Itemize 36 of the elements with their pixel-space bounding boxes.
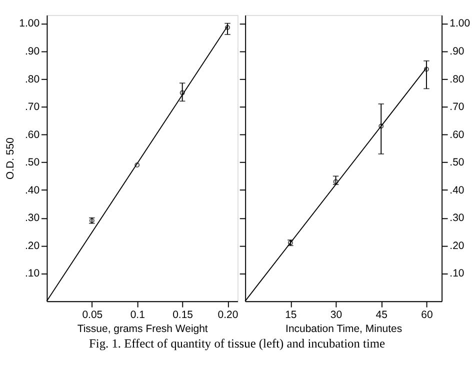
caption: Fig. 1. Effect of quantity of tissue (left) and incubation time (88, 336, 386, 350)
y-tick-label: .70 (450, 102, 464, 114)
y-tick-label: .90 (25, 46, 40, 58)
x-tick-label: 30 (330, 310, 342, 321)
y-tick-label: .60 (25, 130, 40, 141)
x-tick-label: 60 (421, 310, 433, 321)
x-tick-label: 0.1 (130, 310, 146, 321)
point (134, 162, 140, 168)
y-tick-label: .30 (25, 213, 40, 224)
y-tick-label: .70 (25, 102, 40, 114)
y-tick-label: .20 (450, 240, 464, 252)
x-tick-label: 45 (376, 310, 388, 321)
y-tick-label: .40 (450, 185, 464, 196)
y-tick-label: 1.00 (450, 18, 470, 30)
point (333, 179, 338, 184)
y-tick-label: .10 (450, 268, 464, 280)
x-tick-label: 0.20 (218, 310, 238, 321)
x-axis-title: Tissue, grams Fresh Weight (77, 324, 208, 336)
point (378, 124, 384, 129)
y-tick-label: .20 (25, 240, 40, 252)
y-axis-title: O.D. 550 (5, 137, 16, 180)
point (180, 90, 185, 96)
x-tick-label: 0.15 (172, 310, 194, 321)
x-tick-label: 0.05 (82, 310, 103, 321)
y-tick-label: .80 (450, 74, 464, 86)
x-tick-label: 15 (285, 310, 297, 321)
x-axis-title: Incubation Time, Minutes (286, 324, 402, 336)
y-tick-label: .60 (450, 130, 464, 141)
y-tick-label: .40 (25, 185, 40, 196)
y-tick-label: .90 (450, 46, 464, 58)
y-tick-label: .50 (25, 158, 40, 169)
y-tick-label: 1.00 (19, 18, 40, 30)
y-tick-label: .80 (25, 74, 40, 86)
y-tick-label: .30 (450, 213, 464, 224)
y-tick-label: .50 (450, 158, 464, 169)
y-tick-label: .10 (25, 268, 40, 280)
